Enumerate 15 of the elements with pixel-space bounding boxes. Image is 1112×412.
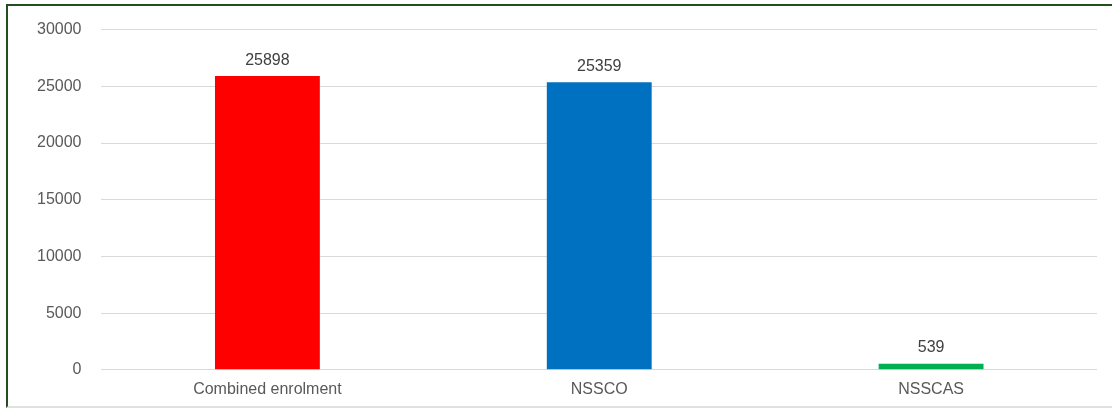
x-tick-label: Combined enrolment — [193, 379, 343, 397]
data-label: 25359 — [577, 56, 622, 74]
data-label: 25898 — [245, 50, 290, 68]
x-tick-label: NSSCO — [570, 379, 628, 397]
bar — [546, 82, 652, 370]
bar — [214, 76, 320, 370]
y-tick-label: 20000 — [36, 133, 82, 151]
y-tick-label: 10000 — [36, 246, 82, 264]
y-tick-label: 0 — [72, 360, 82, 378]
x-tick-label: NSSCAS — [898, 379, 964, 397]
y-tick-label: 5000 — [45, 303, 82, 321]
y-tick-label: 25000 — [36, 76, 82, 94]
y-tick-label: 30000 — [36, 20, 82, 38]
data-label: 539 — [917, 338, 945, 356]
y-tick-label: 15000 — [36, 190, 82, 208]
